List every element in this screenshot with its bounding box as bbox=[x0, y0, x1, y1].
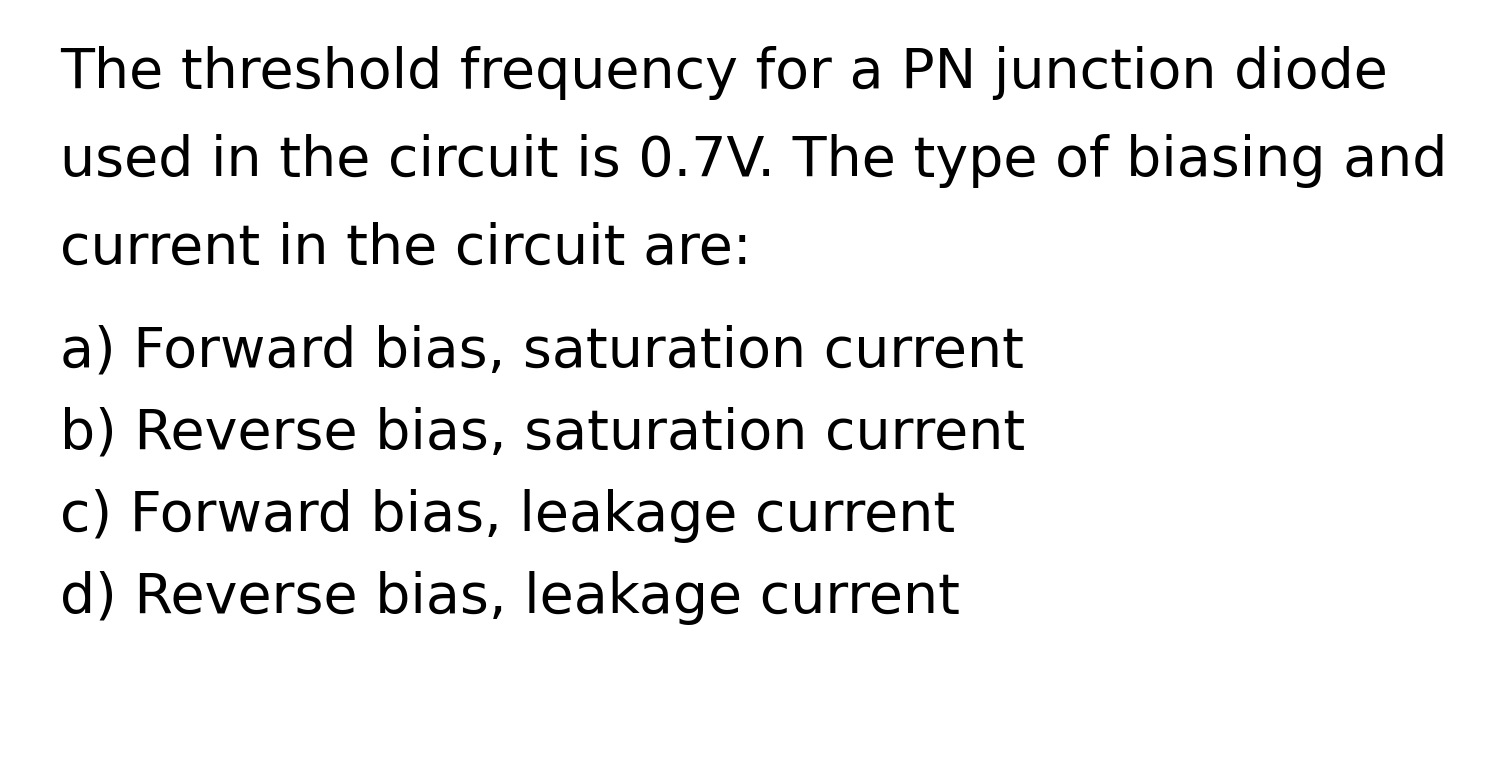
Text: d) Reverse bias, leakage current: d) Reverse bias, leakage current bbox=[60, 571, 960, 625]
Text: b) Reverse bias, saturation current: b) Reverse bias, saturation current bbox=[60, 407, 1026, 461]
Text: a) Forward bias, saturation current: a) Forward bias, saturation current bbox=[60, 325, 1024, 379]
Text: current in the circuit are:: current in the circuit are: bbox=[60, 222, 752, 276]
Text: The threshold frequency for a PN junction diode: The threshold frequency for a PN junctio… bbox=[60, 46, 1388, 100]
Text: used in the circuit is 0.7V. The type of biasing and: used in the circuit is 0.7V. The type of… bbox=[60, 134, 1448, 188]
Text: c) Forward bias, leakage current: c) Forward bias, leakage current bbox=[60, 489, 956, 543]
